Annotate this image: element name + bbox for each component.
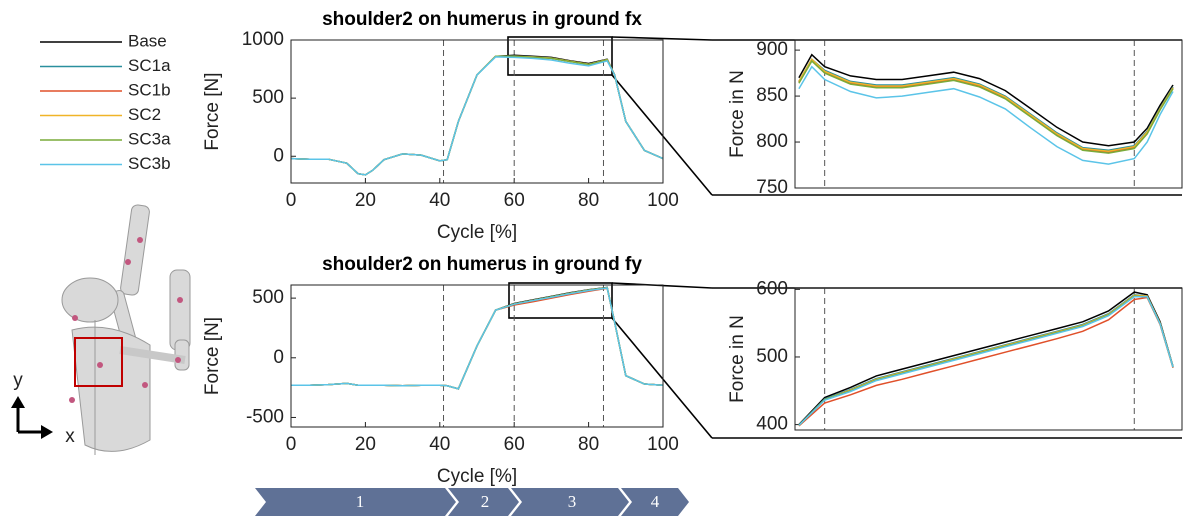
y-tick-label: -500 [246,406,284,427]
legend-label: SC1b [128,80,171,99]
region-highlight [74,337,123,387]
x-tick-label: 40 [429,434,450,455]
series-line [291,286,663,390]
y-axis-label: Force [N] [202,72,223,150]
series-line [798,291,1174,426]
series-line [291,56,663,176]
y-axis-label: Force in N [727,315,748,403]
x-tick-label: 100 [647,434,679,455]
series-line [291,287,663,390]
legend-label: Base [128,31,167,50]
y-tick-label: 500 [252,287,284,308]
series-line [291,286,663,390]
orientation-axes [11,396,53,439]
axis-label-x: x [65,426,75,447]
series-line [798,294,1174,426]
series-line [798,58,1174,152]
skeleton-illustration [61,204,191,455]
legend-label: SC1a [128,56,171,75]
y-tick-label: 600 [756,278,788,299]
y-tick-label: 500 [756,346,788,367]
x-tick-label: 0 [286,190,297,211]
series-line [291,287,663,390]
phase-label: 4 [651,492,660,511]
legend-label: SC3b [128,154,171,173]
axes-frame [290,284,664,428]
series-line [798,53,1174,147]
series-line [798,294,1174,426]
x-tick-label: 20 [355,190,376,211]
series-line [798,295,1174,426]
series-line [798,59,1174,153]
x-tick-label: 0 [286,434,297,455]
y-tick-label: 750 [756,177,788,198]
phase-label: 3 [568,492,577,511]
legend-label: SC2 [128,105,161,124]
series-line [798,58,1174,152]
series-line [798,296,1174,426]
y-tick-label: 400 [756,414,788,435]
y-axis-label: Force [N] [202,317,223,395]
series-line [798,59,1174,154]
x-tick-label: 20 [355,434,376,455]
y-axis-label: Force in N [727,70,748,158]
series-line [291,286,663,390]
x-axis-label: Cycle [%] [437,466,517,487]
x-tick-label: 80 [578,190,599,211]
axes-frame [290,39,664,184]
x-tick-label: 40 [429,190,450,211]
series-line [798,65,1174,165]
x-axis-label: Cycle [%] [437,222,517,243]
zoom-connectors [507,36,1182,439]
y-tick-label: 500 [252,87,284,108]
series-line [291,54,663,176]
phase-label: 1 [356,492,365,511]
y-tick-label: 1000 [242,29,284,50]
y-tick-label: 850 [756,85,788,106]
chart-title: shoulder2 on humerus in ground fy [322,254,642,275]
axes-frame [794,39,1183,189]
legend-label: SC3a [128,129,171,148]
axes-frame [794,287,1183,431]
x-tick-label: 80 [578,434,599,455]
y-tick-label: 0 [273,347,284,368]
phase-label: 2 [481,492,490,511]
series-line [291,287,663,390]
x-tick-label: 100 [647,190,679,211]
y-tick-label: 900 [756,39,788,60]
series-line [798,296,1174,427]
axis-label-y: y [13,370,23,391]
y-tick-label: 800 [756,131,788,152]
chart-title: shoulder2 on humerus in ground fx [322,9,642,30]
phase-bar [255,488,689,516]
x-tick-label: 60 [504,434,525,455]
y-tick-label: 0 [273,145,284,166]
series-line [291,55,663,176]
x-tick-label: 60 [504,190,525,211]
